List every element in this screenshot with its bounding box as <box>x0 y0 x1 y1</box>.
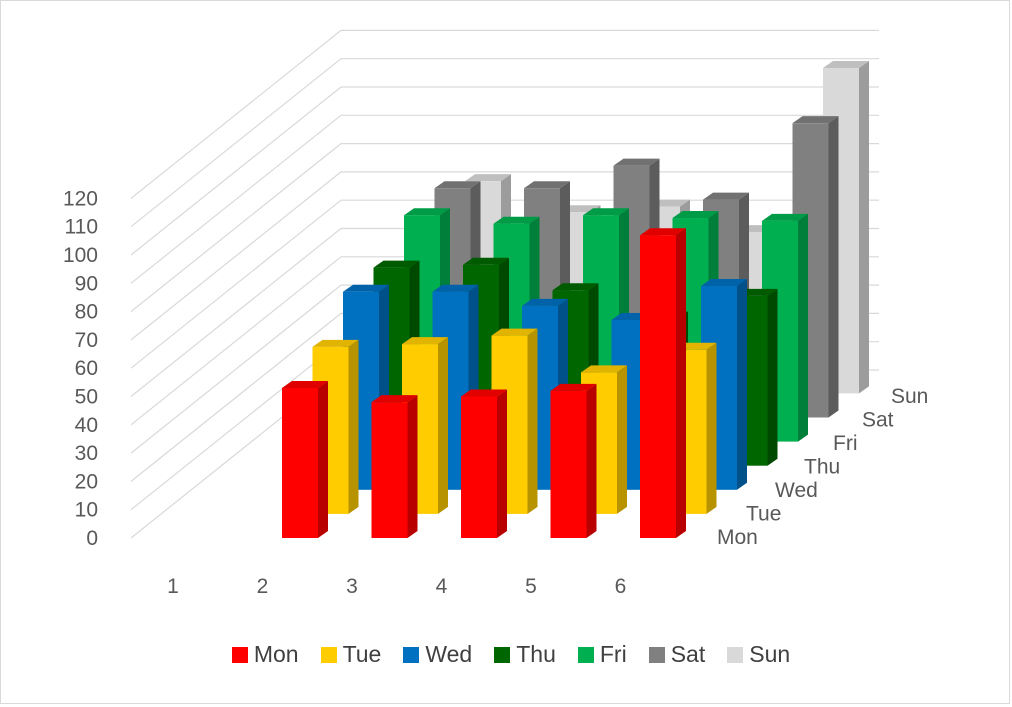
gridline-floor <box>130 199 342 369</box>
y-tick-label: 120 <box>63 187 98 210</box>
legend-label: Thu <box>516 641 556 667</box>
gridline-floor <box>130 86 342 256</box>
x-tick-label: 1 <box>167 575 179 598</box>
bar-tue-2 <box>312 339 359 514</box>
legend-swatch <box>231 646 248 663</box>
legend-item-sun[interactable]: Sun <box>727 641 790 668</box>
legend-label: Wed <box>425 641 473 667</box>
bars <box>282 60 869 538</box>
y-tick-label: 30 <box>75 442 98 465</box>
legend-label: Fri <box>599 641 627 667</box>
y-tick-label: 60 <box>75 357 98 380</box>
gridline-floor <box>130 228 342 397</box>
depth-tick-label: Fri <box>833 432 858 455</box>
gridline-floor <box>130 312 342 482</box>
depth-tick-label: Sat <box>862 409 894 432</box>
x-tick-label: 3 <box>346 575 358 598</box>
legend-swatch <box>727 646 744 663</box>
bar-mon-4 <box>461 389 507 538</box>
y-tick-label: 40 <box>75 414 98 437</box>
y-tick-label: 10 <box>75 499 98 522</box>
y-axis-ticks: 0 10 20 30 40 50 60 70 80 90 100 110 120 <box>63 187 98 550</box>
gridline-floor <box>130 256 342 426</box>
y-tick-label: 20 <box>75 470 98 493</box>
gridline-floor <box>130 171 342 341</box>
legend-label: Mon <box>253 641 299 667</box>
y-tick-label: 110 <box>65 216 98 239</box>
legend-swatch <box>403 646 420 663</box>
bar-mon-5 <box>550 383 597 538</box>
gridline-floor <box>130 341 342 511</box>
legend-item-wed[interactable]: Wed <box>403 641 472 668</box>
legend-item-fri[interactable]: Fri <box>577 641 627 668</box>
legend-swatch <box>494 646 511 663</box>
legend-label: Sat <box>670 641 706 667</box>
depth-tick-label: Tue <box>746 503 781 526</box>
legend-label: Sun <box>749 641 791 667</box>
gridline-floor <box>130 29 342 199</box>
y-tick-label: 0 <box>86 527 98 550</box>
legend-swatch <box>320 646 337 663</box>
legend-item-thu[interactable]: Thu <box>494 641 556 668</box>
gridline-floor <box>130 143 342 313</box>
legend-swatch <box>648 646 665 663</box>
y-tick-label: 100 <box>63 244 98 267</box>
legend-item-tue[interactable]: Tue <box>320 641 382 668</box>
depth-tick-label: Mon <box>717 526 758 549</box>
gridline-floor <box>130 284 342 454</box>
legend-item-mon[interactable]: Mon <box>231 641 299 668</box>
gridline-floor <box>130 114 342 284</box>
depth-tick-label: Thu <box>804 456 840 479</box>
legend: Mon Tue Wed Thu Fri Sat Sun <box>1 641 1012 668</box>
y-tick-label: 50 <box>75 386 98 409</box>
x-tick-label: 5 <box>525 575 537 598</box>
x-tick-label: 6 <box>615 575 627 598</box>
depth-tick-label: Sun <box>891 385 928 408</box>
legend-swatch <box>577 646 594 663</box>
bar-mon-3 <box>371 395 418 538</box>
x-tick-label: 2 <box>257 575 269 598</box>
bar-mon-6 <box>640 228 686 538</box>
bar-mon-2 <box>282 381 328 538</box>
y-tick-label: 90 <box>75 272 98 295</box>
y-tick-label: 70 <box>75 329 98 352</box>
y-tick-label: 80 <box>75 301 98 324</box>
x-axis-ticks: 1 2 3 4 5 6 <box>167 575 626 598</box>
legend-label: Tue <box>342 641 382 667</box>
depth-tick-label: Wed <box>775 479 818 502</box>
x-tick-label: 4 <box>436 575 448 598</box>
gridline-floor <box>130 58 342 228</box>
legend-item-sat[interactable]: Sat <box>648 641 706 668</box>
